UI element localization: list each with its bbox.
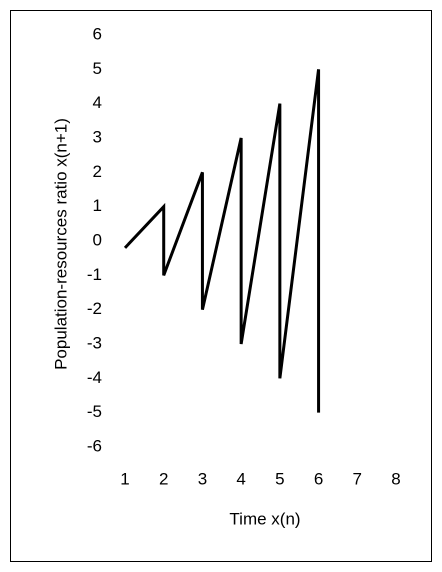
x-tick-label: 2 bbox=[159, 469, 168, 488]
data-line bbox=[123, 69, 321, 413]
y-tick-label: -6 bbox=[87, 436, 102, 455]
x-tick-label: 3 bbox=[198, 469, 207, 488]
y-tick-label: 0 bbox=[93, 230, 102, 249]
y-tick-label: -2 bbox=[87, 299, 102, 318]
x-tick-label: 4 bbox=[236, 469, 245, 488]
y-tick-label: -5 bbox=[87, 402, 102, 421]
y-tick-label: -4 bbox=[87, 368, 102, 387]
y-axis-label: Population-resources ratio x(n+1) bbox=[51, 118, 70, 370]
y-tick-label: 5 bbox=[93, 59, 102, 78]
y-tick-label: 2 bbox=[93, 162, 102, 181]
chart-frame bbox=[10, 10, 432, 562]
y-tick-label: 3 bbox=[93, 127, 102, 146]
x-tick-label: 1 bbox=[120, 469, 129, 488]
x-tick-label: 8 bbox=[391, 469, 400, 488]
y-tick-label: -3 bbox=[87, 333, 102, 352]
y-tick-label: 4 bbox=[93, 93, 102, 112]
y-tick-label: 6 bbox=[93, 24, 102, 43]
y-tick-label: 1 bbox=[93, 196, 102, 215]
x-tick-label: 7 bbox=[353, 469, 362, 488]
y-tick-label: -1 bbox=[87, 265, 102, 284]
x-tick-label: 6 bbox=[314, 469, 323, 488]
x-tick-label: 5 bbox=[275, 469, 284, 488]
x-axis-label: Time x(n) bbox=[229, 509, 300, 528]
